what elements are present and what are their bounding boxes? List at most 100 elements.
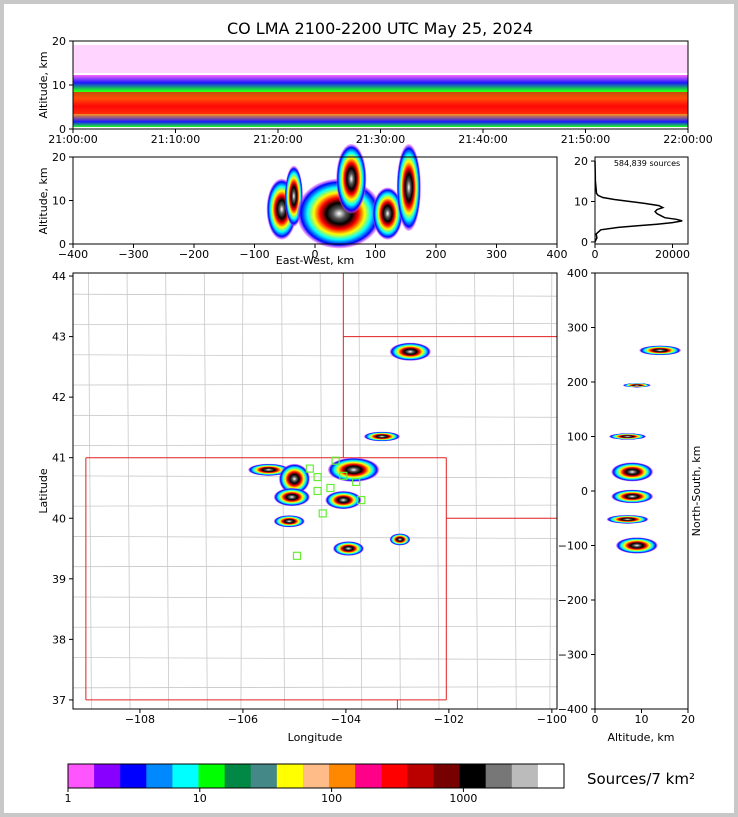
histogram-panel: 584,839 sources 0 20000 0 10 20 [574,155,690,261]
colorbar-swatch [329,764,356,788]
north-south-y-tick-label: 200 [567,376,588,389]
colorbar-swatch [537,764,565,788]
north-south-x-tick-label: 10 [635,713,649,726]
colorbar-swatches [68,764,565,788]
north-south-x-ticks: 0 10 20 [592,709,695,726]
time-height-x-tick-label: 21:30:00 [356,133,405,146]
lma-station-marker [352,477,361,487]
east-west-x-tick-label: −200 [179,248,209,261]
county-line [73,323,557,325]
colorbar-swatch [120,764,147,788]
histogram-source-count: 584,839 sources [614,159,680,168]
east-west-y-ticks: 0 10 20 [52,151,73,251]
plan-view-panel: −108 −106 −104 −102 −100 37 38 39 40 41 42 43 44 La… [37,270,567,744]
time-height-x-tick-label: 21:20:00 [253,133,302,146]
lma-station-marker [305,464,314,473]
east-west-y-tick-label: 20 [52,151,66,164]
county-line [73,354,557,358]
north-south-ylabel: North-South, km [690,446,703,537]
county-lines [73,273,557,709]
plan-view-y-tick-label: 37 [52,694,66,707]
east-west-ylabel: Altitude, km [37,167,50,234]
north-south-source-cluster [622,383,651,388]
time-height-y-tick-label: 10 [52,79,66,92]
plan-view-source-cluster [333,541,364,556]
north-south-source-cluster [639,345,682,356]
county-line [203,273,208,709]
plan-view-x-tick-label: −102 [434,713,464,726]
colorbar-tick-label: 10 [193,792,207,805]
north-south-y-tick-label: 0 [581,485,588,498]
county-line [73,383,557,386]
county-line [512,273,517,709]
plan-view-y-tick-label: 39 [52,573,66,586]
time-height-x-tick-label: 21:40:00 [458,133,507,146]
east-west-y-tick-label: 0 [59,238,66,251]
time-height-y-tick-label: 20 [52,35,66,48]
colorbar-swatch [68,764,95,788]
plan-view-y-tick-label: 44 [52,270,66,283]
time-height-y-ticks: 0 10 20 [52,35,73,136]
colorbar: 1 10 100 1000 Sources/7 km² [65,763,695,805]
north-south-density [606,345,682,554]
lma-station-marker [326,483,335,493]
colorbar-swatch [276,764,304,788]
colorbar-swatch [459,764,487,788]
lma-station-marker [339,471,348,480]
colorbar-swatch [485,764,513,788]
plan-view-ylabel: Latitude [37,468,50,514]
state-borders [85,273,557,709]
colorbar-swatch [302,764,330,788]
plan-view-x-tick-label: −104 [331,713,361,726]
north-south-y-tick-label: −100 [558,540,588,553]
histogram-axes [594,156,689,245]
plan-view-source-cluster [248,463,290,476]
time-height-density [73,45,688,127]
lma-station-marker [331,456,340,465]
county-line [88,273,92,709]
plan-view-source-cluster [363,431,400,442]
county-line [474,273,479,709]
plan-view-y-tick-label: 42 [52,391,66,404]
histogram-y-ticks: 0 10 20 [574,155,595,249]
county-line [73,536,557,539]
colorbar-swatch [511,764,539,788]
county-line [73,565,557,568]
east-west-x-tick-label: −300 [118,248,148,261]
histogram-x-tick-label: 0 [592,248,599,261]
time-height-x-tick-label: 22:00:00 [663,133,712,146]
lma-station-marker [357,495,366,505]
map-basemap [73,273,557,709]
county-line [73,475,557,479]
histogram-y-tick-label: 10 [574,196,588,209]
east-west-source-cluster [396,143,421,231]
county-line [240,273,244,709]
east-west-x-tick-label: 300 [486,248,507,261]
east-west-x-tick-label: −400 [58,248,88,261]
north-south-panel: 0 10 20 −400 −300 −200 −100 0 100 200 300 400 Alti… [558,267,703,744]
colorbar-swatch [146,764,173,788]
figure-frame: CO LMA 2100-2200 UTC May 25, 2024 21:00:… [4,4,734,813]
colorbar-swatch [381,764,408,788]
north-south-y-ticks: −400 −300 −200 −100 0 100 200 300 400 [558,267,595,716]
plan-view-xlabel: Longitude [288,731,343,744]
colorbar-tick-label: 1000 [449,792,477,805]
colorbar-outline [67,763,565,789]
plan-view-axes [72,272,558,710]
north-south-source-cluster [608,433,647,440]
north-south-source-cluster [611,462,654,482]
county-line [73,657,557,660]
plan-view-x-ticks: −108 −106 −104 −102 −100 [125,709,567,726]
north-south-y-tick-label: 300 [567,322,588,335]
plan-view-y-tick-label: 38 [52,633,66,646]
time-height-x-tick-label: 21:10:00 [151,133,200,146]
county-line [549,273,553,709]
north-south-y-tick-label: 100 [567,431,588,444]
plan-view-source-cluster [327,457,380,482]
plan-view-source-cluster [273,515,305,528]
time-height-panel: 21:00:00 21:10:00 21:20:00 21:30:00 21:40:00… [37,35,713,146]
plan-view-y-tick-label: 41 [52,452,66,465]
colorbar-swatch [94,764,121,788]
plan-view-source-cluster [325,491,362,510]
plan-view-source-cluster [273,487,310,507]
